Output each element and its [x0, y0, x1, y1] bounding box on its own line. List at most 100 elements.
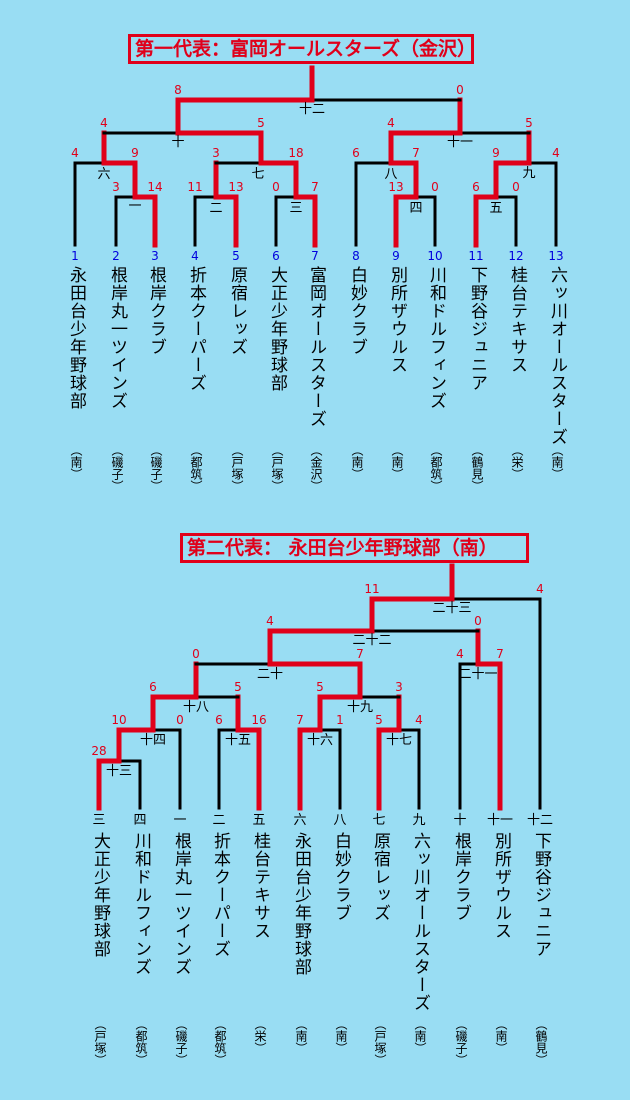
team-name: 別所ザウルス	[491, 832, 511, 940]
team-city: （南）	[390, 444, 404, 480]
score-label: 14	[147, 180, 162, 194]
team-name: 桂台テキサス	[250, 832, 270, 940]
team-name: 桂台テキサス	[507, 266, 527, 374]
team-city: （都筑）	[213, 1018, 227, 1066]
score-label: 5	[375, 713, 383, 727]
team-city: （都筑）	[134, 1018, 148, 1066]
team-name: 下野谷ジュニア	[467, 266, 487, 392]
seed-number: 九	[412, 813, 425, 828]
score-label: 9	[492, 146, 500, 160]
seed-number: 2	[112, 249, 120, 263]
team-name: 六ッ川オールスターズ	[410, 832, 430, 1012]
match-number-十九: 十九	[347, 700, 373, 715]
team-city: （南）	[334, 1018, 348, 1054]
score-label: 13	[388, 180, 403, 194]
team-name: 原宿レッズ	[370, 832, 390, 922]
team-name: 根岸丸一ツインズ	[171, 832, 191, 976]
seed-number: 七	[372, 813, 385, 828]
score-label: 11	[187, 180, 202, 194]
score-label: 7	[311, 180, 319, 194]
score-label: 0	[272, 180, 280, 194]
match-number-十: 十	[171, 135, 184, 150]
match-number-二: 二	[209, 201, 222, 216]
seed-number: 5	[232, 249, 240, 263]
score-label: 10	[111, 713, 126, 727]
score-label: 4	[71, 146, 79, 160]
score-label: 4	[266, 614, 274, 628]
seed-number: 十二	[527, 813, 553, 828]
section1-title: 第一代表：富岡オールスターズ（金沢）	[128, 34, 476, 64]
match-number-二十一: 二十一	[458, 667, 497, 682]
score-label: 3	[112, 180, 120, 194]
team-name: 白妙クラブ	[347, 266, 367, 356]
team-name: 川和ドルフィンズ	[426, 266, 446, 410]
seed-number: 1	[71, 249, 79, 263]
team-city: （栄）	[510, 444, 524, 480]
score-label: 0	[512, 180, 520, 194]
seed-number: 六	[293, 813, 306, 828]
team-name: 白妙クラブ	[331, 832, 351, 922]
team-name: 根岸丸一ツインズ	[107, 266, 127, 410]
team-name: 大正少年野球部	[267, 266, 287, 392]
score-label: 4	[456, 647, 464, 661]
seed-number: 四	[133, 813, 146, 828]
match-number-六: 六	[97, 167, 110, 182]
team-city: （戸塚）	[230, 444, 244, 492]
score-label: 0	[456, 83, 464, 97]
team-city: （栄）	[253, 1018, 267, 1054]
seed-number: 3	[151, 249, 159, 263]
team-name: 大正少年野球部	[90, 832, 110, 958]
team-name: 折本クーパーズ	[186, 266, 206, 392]
team-city: （鶴見）	[534, 1018, 548, 1066]
match-number-八: 八	[384, 167, 397, 182]
team-city: （磯子）	[174, 1018, 188, 1066]
team-name: 根岸クラブ	[451, 832, 471, 922]
match-number-十四: 十四	[140, 733, 166, 748]
seed-number: 二	[212, 813, 225, 828]
score-label: 5	[525, 116, 533, 130]
score-label: 5	[257, 116, 265, 130]
score-label: 4	[387, 116, 395, 130]
match-number-七: 七	[251, 167, 264, 182]
seed-number: 7	[311, 249, 319, 263]
score-label: 0	[176, 713, 184, 727]
match-number-十五: 十五	[225, 733, 251, 748]
seed-number: 五	[252, 813, 265, 828]
team-city: （都筑）	[189, 444, 203, 492]
score-label: 5	[316, 680, 324, 694]
match-number-十六: 十六	[307, 733, 333, 748]
team-name: 永田台少年野球部	[291, 832, 311, 976]
score-label: 4	[536, 582, 544, 596]
team-name: 富岡オールスターズ	[306, 266, 326, 428]
score-label: 0	[474, 614, 482, 628]
team-city: （南）	[294, 1018, 308, 1054]
score-label: 18	[288, 146, 303, 160]
team-city: （南）	[413, 1018, 427, 1054]
match-number-十二: 十二	[299, 102, 325, 117]
team-city: （南）	[550, 444, 564, 480]
seed-number: 10	[427, 249, 442, 263]
match-number-二十: 二十	[257, 667, 283, 682]
team-city: （磯子）	[110, 444, 124, 492]
score-label: 6	[472, 180, 480, 194]
team-city: （磯子）	[149, 444, 163, 492]
team-city: （南）	[494, 1018, 508, 1054]
seed-number: 13	[548, 249, 563, 263]
team-city: （磯子）	[454, 1018, 468, 1066]
team-city: （戸塚）	[373, 1018, 387, 1066]
team-city: （南）	[69, 444, 83, 480]
seed-number: 11	[468, 249, 483, 263]
score-label: 7	[496, 647, 504, 661]
match-number-十七: 十七	[386, 733, 412, 748]
team-city: （金沢）	[309, 444, 323, 492]
match-number-十八: 十八	[183, 700, 209, 715]
match-number-二十二: 二十二	[352, 633, 391, 648]
seed-number: 十	[453, 813, 466, 828]
seed-number: 12	[508, 249, 523, 263]
seed-number: 十一	[487, 813, 513, 828]
score-label: 28	[91, 744, 106, 758]
score-label: 4	[552, 146, 560, 160]
score-label: 4	[415, 713, 423, 727]
score-label: 11	[364, 582, 379, 596]
